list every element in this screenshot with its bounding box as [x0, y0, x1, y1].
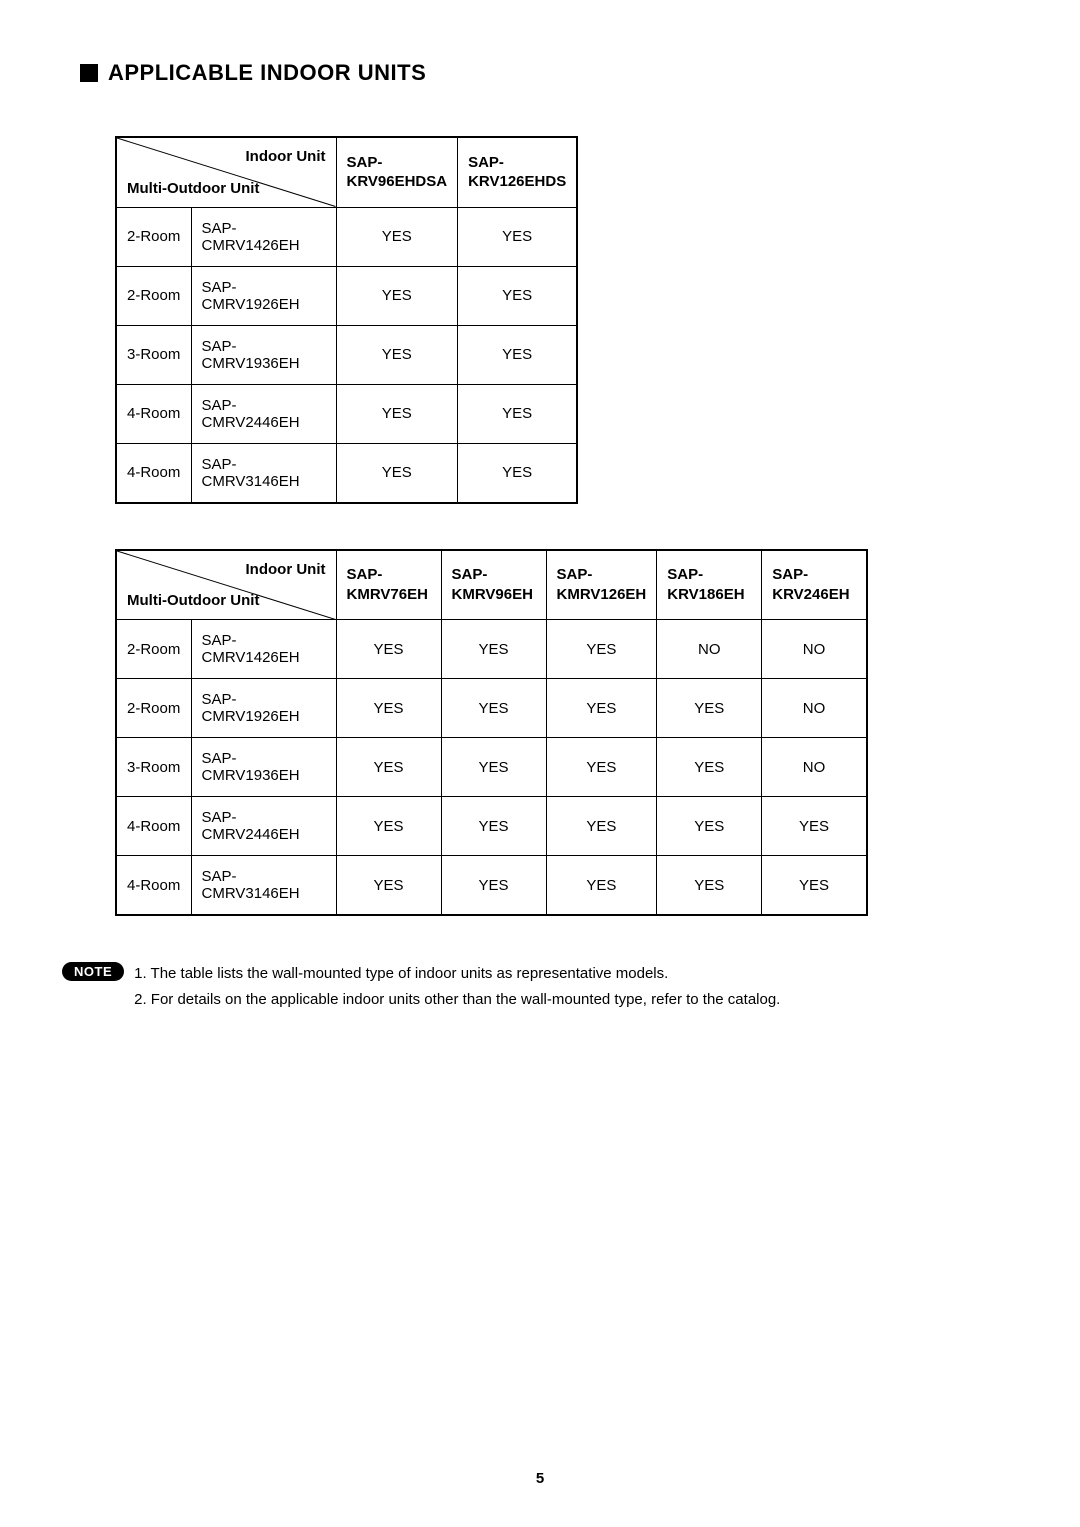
value-cell: YES [441, 856, 546, 916]
value-cell: NO [762, 679, 867, 738]
value-cell: YES [657, 679, 762, 738]
value-cell: YES [336, 679, 441, 738]
value-cell: NO [657, 620, 762, 679]
value-cell: YES [546, 797, 657, 856]
column-header: SAP-KRV126EHDS [458, 137, 578, 207]
value-cell: YES [458, 207, 578, 266]
table-row: 2-RoomSAP-CMRV1926EHYESYES [116, 266, 577, 325]
note-badge: NOTE [62, 962, 124, 981]
value-cell: YES [546, 738, 657, 797]
table-row: 2-RoomSAP-CMRV1426EHYESYES [116, 207, 577, 266]
model-cell: SAP-CMRV1926EH [191, 679, 336, 738]
room-cell: 2-Room [116, 207, 191, 266]
value-cell: YES [441, 620, 546, 679]
room-cell: 4-Room [116, 797, 191, 856]
model-cell: SAP-CMRV2446EH [191, 797, 336, 856]
value-cell: YES [546, 620, 657, 679]
value-cell: YES [458, 384, 578, 443]
table-row: 4-RoomSAP-CMRV2446EHYESYES [116, 384, 577, 443]
page-number: 5 [536, 1470, 544, 1487]
compatibility-table-1: Indoor Unit Multi-Outdoor Unit SAP-KRV96EH… [115, 136, 578, 504]
value-cell: YES [336, 856, 441, 916]
note-item: 2. For details on the applicable indoor … [134, 987, 780, 1013]
model-cell: SAP-CMRV3146EH [191, 856, 336, 916]
column-header: SAP-KMRV96EH [441, 550, 546, 620]
value-cell: YES [657, 797, 762, 856]
value-cell: YES [657, 738, 762, 797]
note-section: NOTE 1. The table lists the wall-mounted… [62, 961, 1010, 1012]
table-row: 3-RoomSAP-CMRV1936EHYESYES [116, 325, 577, 384]
model-cell: SAP-CMRV1426EH [191, 620, 336, 679]
heading-text: APPLICABLE INDOOR UNITS [108, 60, 426, 86]
model-cell: SAP-CMRV1936EH [191, 738, 336, 797]
value-cell: YES [336, 384, 458, 443]
column-header: SAP-KRV186EH [657, 550, 762, 620]
table-row: 3-RoomSAP-CMRV1936EHYESYESYESYESNO [116, 738, 867, 797]
compatibility-table-2: Indoor Unit Multi-Outdoor Unit SAP-KMRV76E… [115, 549, 868, 917]
room-cell: 4-Room [116, 856, 191, 916]
value-cell: YES [441, 679, 546, 738]
table-row: 4-RoomSAP-CMRV3146EHYESYESYESYESYES [116, 856, 867, 916]
model-cell: SAP-CMRV1936EH [191, 325, 336, 384]
room-cell: 4-Room [116, 443, 191, 503]
multi-outdoor-unit-label: Multi-Outdoor Unit [127, 592, 259, 609]
value-cell: YES [458, 266, 578, 325]
table-1-wrap: Indoor Unit Multi-Outdoor Unit SAP-KRV96EH… [115, 136, 1010, 504]
value-cell: YES [336, 797, 441, 856]
column-header: SAP-KRV96EHDSA [336, 137, 458, 207]
value-cell: YES [441, 797, 546, 856]
value-cell: YES [762, 856, 867, 916]
model-cell: SAP-CMRV1926EH [191, 266, 336, 325]
room-cell: 2-Room [116, 620, 191, 679]
room-cell: 4-Room [116, 384, 191, 443]
note-list: 1. The table lists the wall-mounted type… [134, 961, 780, 1012]
value-cell: YES [546, 856, 657, 916]
value-cell: YES [458, 443, 578, 503]
value-cell: YES [458, 325, 578, 384]
value-cell: YES [336, 207, 458, 266]
value-cell: NO [762, 738, 867, 797]
section-heading: APPLICABLE INDOOR UNITS [80, 60, 1010, 86]
note-item: 1. The table lists the wall-mounted type… [134, 961, 780, 987]
value-cell: YES [336, 325, 458, 384]
value-cell: YES [336, 266, 458, 325]
value-cell: YES [657, 856, 762, 916]
table-row: 4-RoomSAP-CMRV3146EHYESYES [116, 443, 577, 503]
diagonal-header: Indoor Unit Multi-Outdoor Unit [116, 550, 336, 620]
value-cell: YES [336, 443, 458, 503]
model-cell: SAP-CMRV1426EH [191, 207, 336, 266]
column-header: SAP-KMRV126EH [546, 550, 657, 620]
value-cell: YES [441, 738, 546, 797]
room-cell: 2-Room [116, 679, 191, 738]
column-header: SAP-KMRV76EH [336, 550, 441, 620]
room-cell: 3-Room [116, 738, 191, 797]
indoor-unit-label: Indoor Unit [246, 148, 326, 165]
table-row: 4-RoomSAP-CMRV2446EHYESYESYESYESYES [116, 797, 867, 856]
room-cell: 3-Room [116, 325, 191, 384]
multi-outdoor-unit-label: Multi-Outdoor Unit [127, 180, 259, 197]
value-cell: NO [762, 620, 867, 679]
model-cell: SAP-CMRV2446EH [191, 384, 336, 443]
room-cell: 2-Room [116, 266, 191, 325]
value-cell: YES [336, 738, 441, 797]
indoor-unit-label: Indoor Unit [246, 561, 326, 578]
column-header: SAP-KRV246EH [762, 550, 867, 620]
table-2-wrap: Indoor Unit Multi-Outdoor Unit SAP-KMRV76E… [115, 549, 1010, 917]
value-cell: YES [336, 620, 441, 679]
value-cell: YES [546, 679, 657, 738]
value-cell: YES [762, 797, 867, 856]
model-cell: SAP-CMRV3146EH [191, 443, 336, 503]
diagonal-header: Indoor Unit Multi-Outdoor Unit [116, 137, 336, 207]
table-row: 2-RoomSAP-CMRV1426EHYESYESYESNONO [116, 620, 867, 679]
heading-bullet [80, 64, 98, 82]
table-row: 2-RoomSAP-CMRV1926EHYESYESYESYESNO [116, 679, 867, 738]
